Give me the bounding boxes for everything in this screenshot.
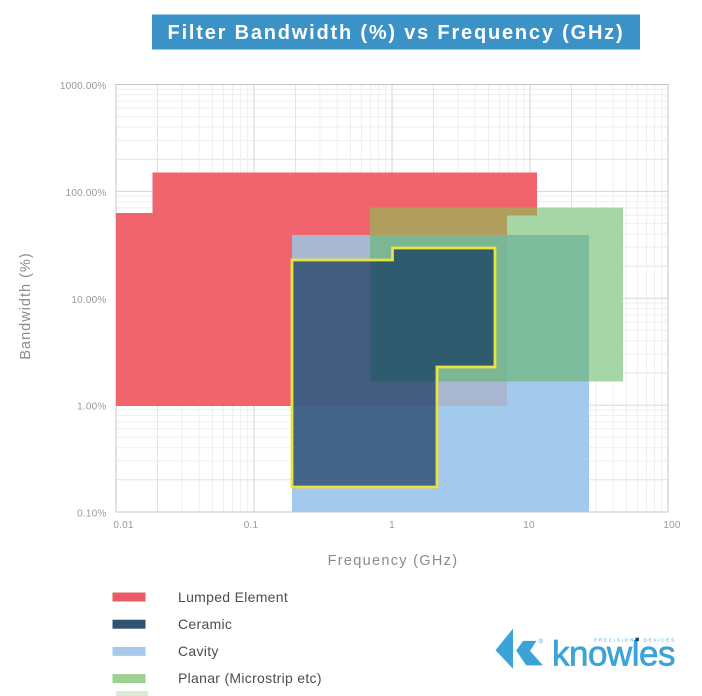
svg-text:PRECISION: PRECISION [594, 638, 635, 643]
svg-text:knowles: knowles [552, 635, 675, 674]
svg-text:Bandwidth (%): Bandwidth (%) [18, 252, 34, 359]
svg-text:10.00%: 10.00% [71, 295, 106, 306]
svg-text:Frequency (GHz): Frequency (GHz) [328, 553, 459, 569]
svg-text:®: ® [539, 639, 544, 646]
svg-text:1000.00%: 1000.00% [60, 81, 107, 92]
svg-text:10: 10 [523, 520, 535, 531]
svg-text:1: 1 [389, 520, 395, 531]
svg-text:0.1: 0.1 [244, 520, 259, 531]
svg-text:100.00%: 100.00% [66, 188, 107, 199]
svg-text:0.01: 0.01 [113, 520, 134, 531]
svg-text:0.10%: 0.10% [77, 509, 106, 520]
svg-text:1.00%: 1.00% [77, 402, 106, 413]
svg-text:Ceramic: Ceramic [178, 616, 232, 632]
svg-text:Planar (Microstrip etc): Planar (Microstrip etc) [178, 670, 322, 686]
svg-text:Lumped Element: Lumped Element [178, 589, 288, 605]
svg-text:100: 100 [663, 520, 681, 531]
svg-text:DEVICES: DEVICES [644, 638, 676, 643]
svg-text:Cavity: Cavity [178, 643, 219, 659]
svg-text:Filter Bandwidth (%) vs Freque: Filter Bandwidth (%) vs Frequency (GHz) [168, 22, 625, 44]
